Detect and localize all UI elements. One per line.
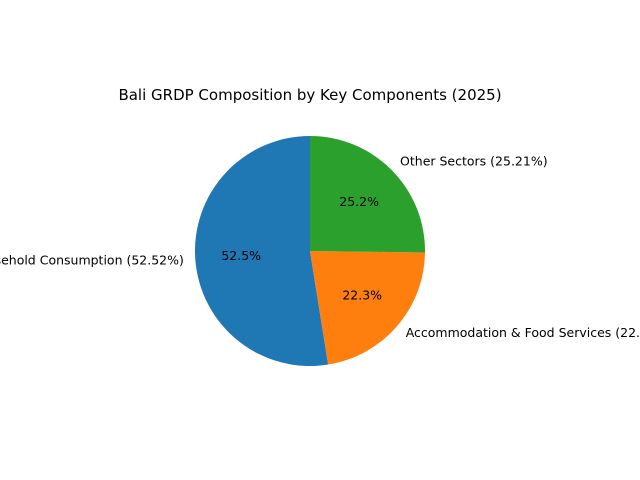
pie-slices (194, 136, 425, 367)
pie-pct-label-1: 22.3% (342, 288, 382, 303)
chart-title: Bali GRDP Composition by Key Components … (118, 86, 501, 104)
pie-slice-0 (194, 136, 329, 367)
pie-pct-label-0: 52.5% (221, 248, 261, 263)
pie-slice-2 (310, 136, 425, 253)
pie-pct-label-2: 25.2% (339, 194, 379, 209)
pie-slice-label-0: Household Consumption (52.52%) (0, 253, 184, 268)
pie-slice-1 (310, 251, 425, 365)
pie-slice-label-1: Accommodation & Food Services (22.27%) (406, 325, 640, 340)
pie-slice-label-2: Other Sectors (25.21%) (400, 154, 548, 169)
pie-labels: 52.5% Household Consumption (52.52%) 22.3%… (0, 154, 640, 341)
